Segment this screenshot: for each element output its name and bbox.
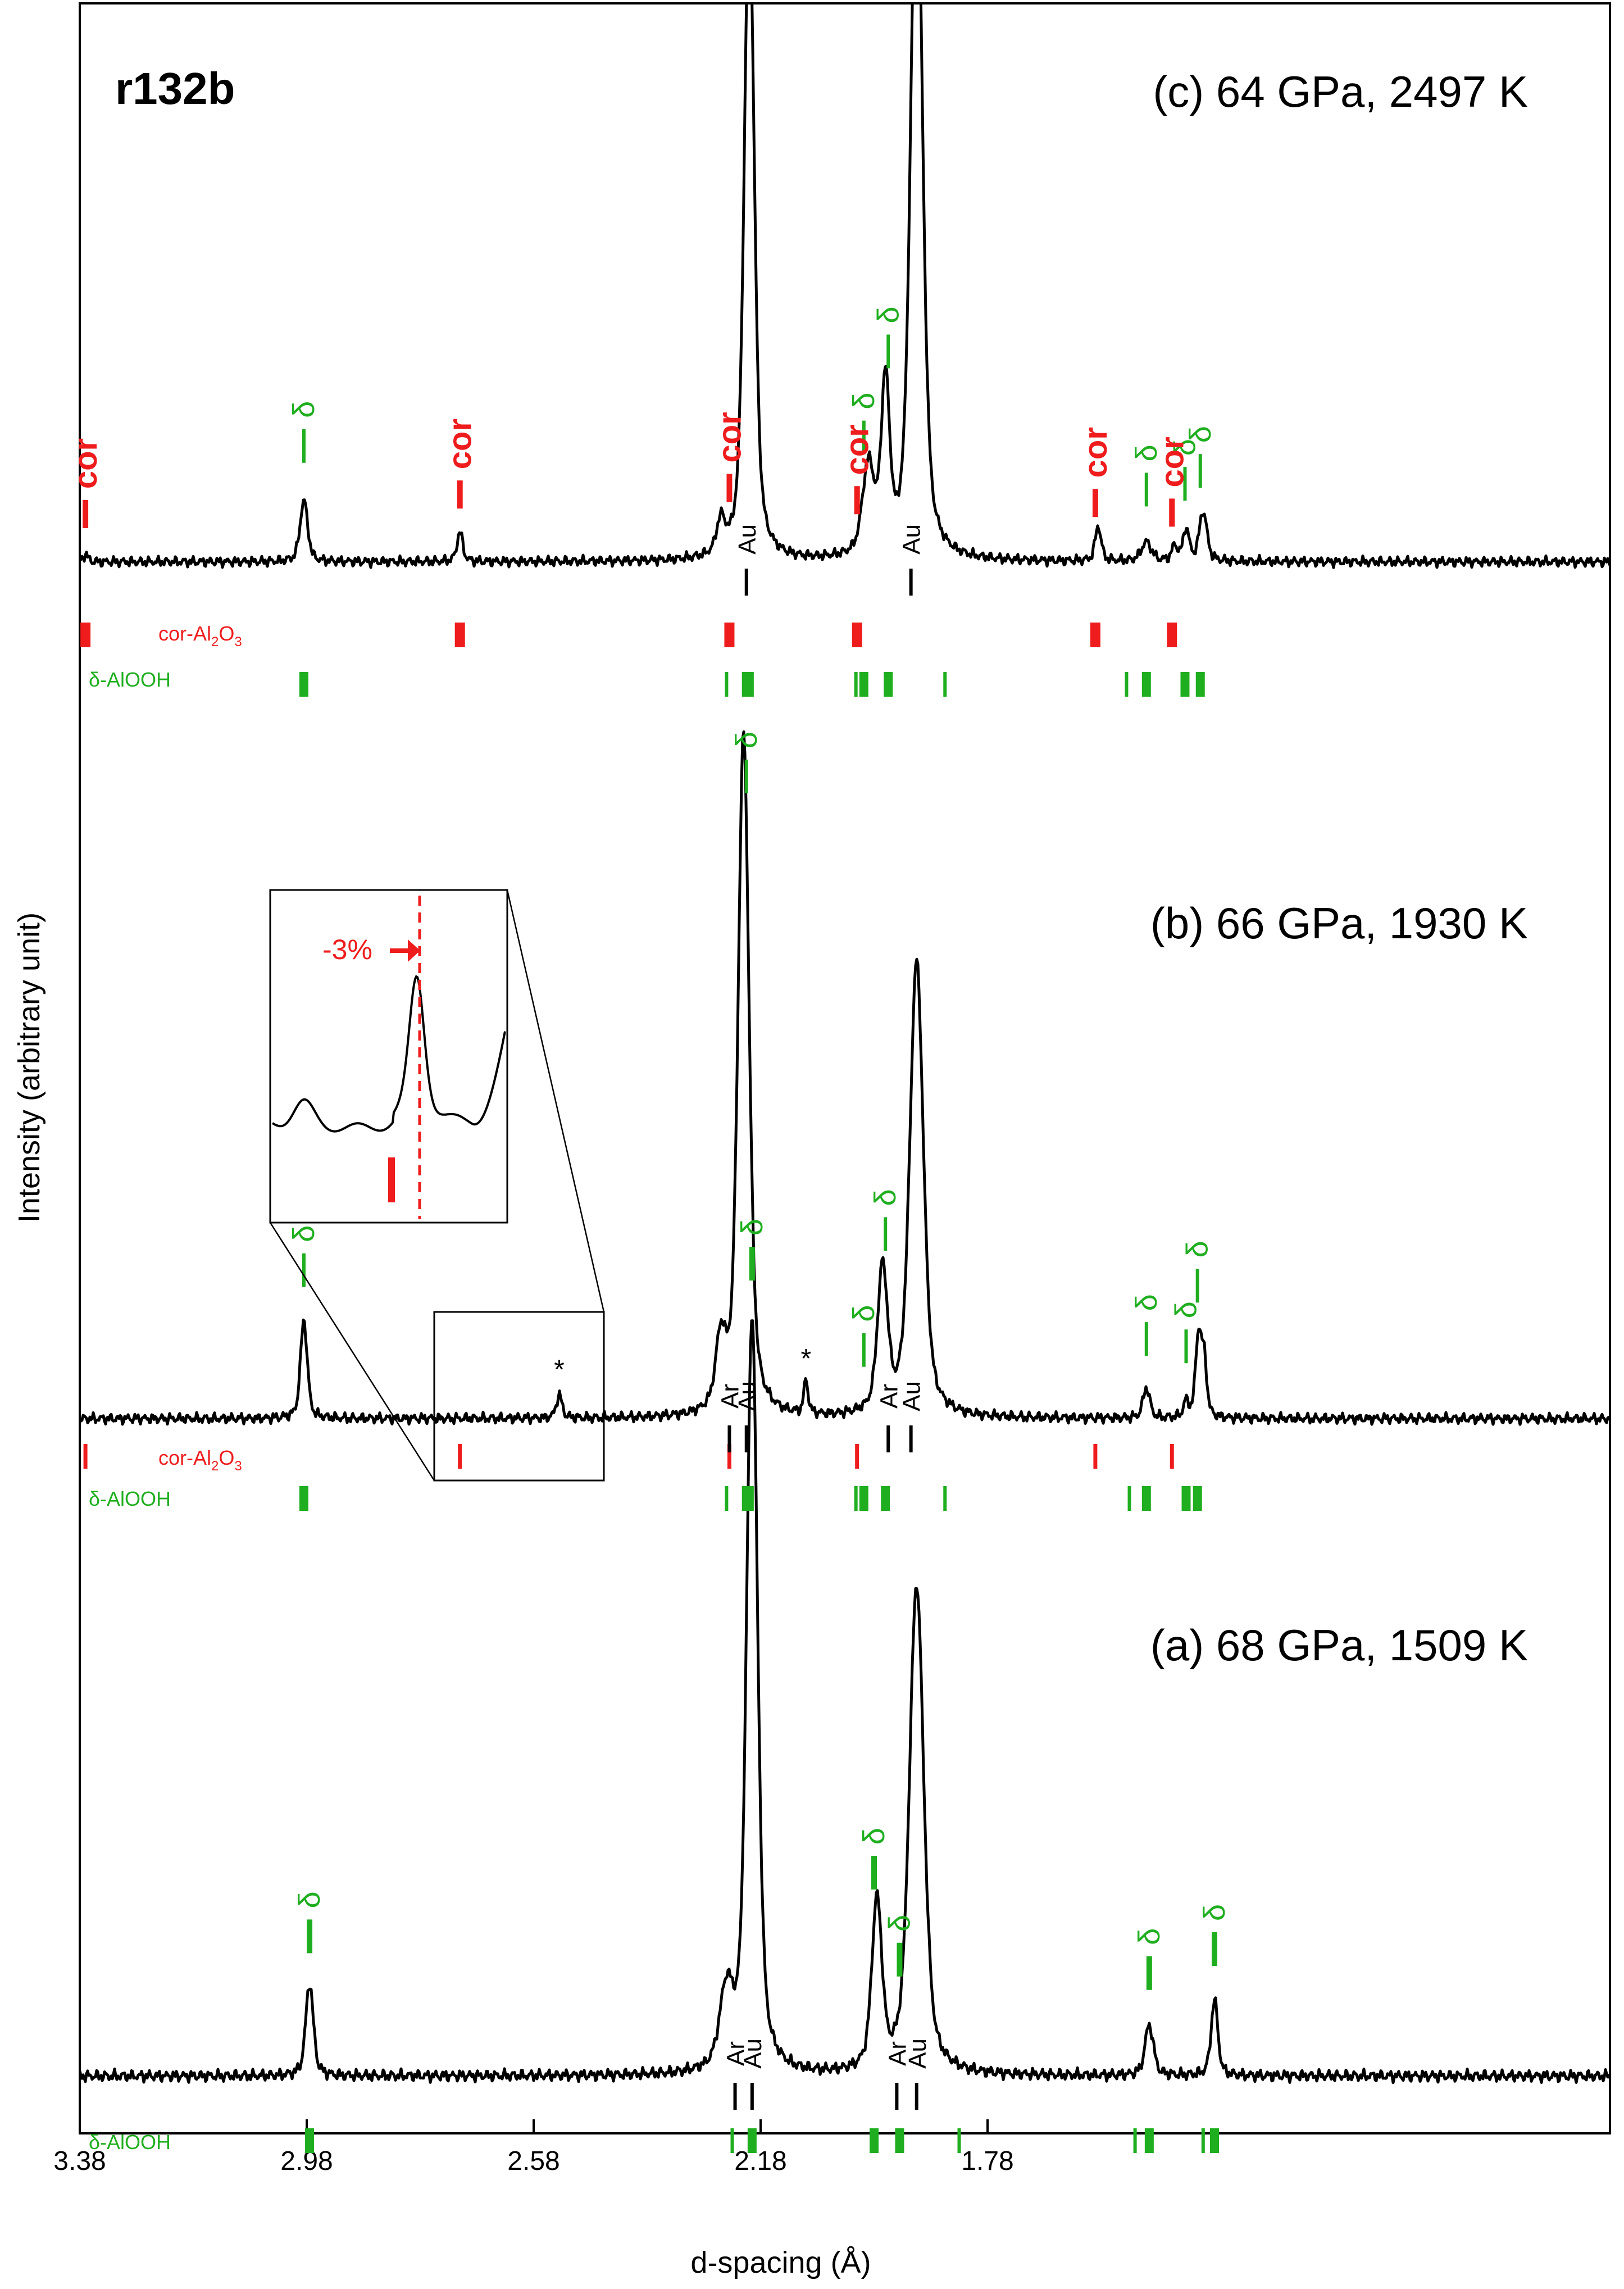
cor-peak-label: cor	[67, 438, 104, 489]
phase-peak-label: Ar	[722, 2041, 750, 2066]
zoom-inset: -3%	[269, 889, 605, 1482]
x-tick-label: 2.18	[734, 2146, 786, 2176]
delta-peak-label: δ	[1130, 1294, 1163, 1311]
phase-peak-label: Ar	[884, 2041, 911, 2066]
delta-peak-label: δ	[847, 393, 881, 410]
inset-trace	[271, 975, 506, 1133]
impurity-star: *	[554, 1355, 565, 1384]
phase-peak-label: Au	[734, 1381, 761, 1411]
delta-peak-label: δ	[730, 732, 763, 748]
inset-connector-bottom	[269, 1222, 435, 1481]
phase-peak-label: Au	[898, 524, 926, 555]
panel-a-label: (a) 68 GPa, 1509 K	[1150, 1620, 1528, 1670]
sample-label: r132b	[115, 63, 235, 113]
x-axis-ticks: 3.38 2.98 2.58 2.18 1.78	[53, 2119, 1014, 2176]
impurity-star: *	[800, 1344, 811, 1374]
phase-peak-label: Au	[904, 2038, 931, 2069]
cor-peak-label: cor	[1154, 437, 1190, 487]
cor-peak-label: cor	[442, 419, 479, 469]
peak-marker-layer: δδδδδδδcorcorcorcorcorcorAuAuδδδδδδδArAu…	[67, 306, 1231, 2110]
inset-shift-arrow-head	[408, 939, 420, 962]
phase-peak-label: Ar	[875, 1384, 903, 1409]
delta-peak-label: δ	[1184, 426, 1217, 443]
delta-legend-c: δ-AlOOH	[89, 668, 171, 691]
delta-peak-label: δ	[287, 401, 321, 418]
delta-legend-b: δ-AlOOH	[89, 1487, 171, 1510]
x-tick-label: 1.78	[961, 2146, 1013, 2176]
trace-c	[80, 3, 1610, 569]
cor-legend-b: cor-Al2O3	[158, 1446, 242, 1474]
delta-peak-label: δ	[882, 1915, 916, 1932]
x-tick-label: 2.58	[507, 2146, 559, 2176]
delta-peak-label: δ	[868, 1189, 902, 1206]
reference-tick-layer	[80, 623, 1219, 2153]
trace-b	[80, 730, 1610, 1426]
delta-peak-label: δ	[1132, 1928, 1166, 1945]
phase-peak-label: Au	[734, 524, 761, 555]
cor-legend-c: cor-Al2O3	[158, 622, 242, 650]
delta-peak-label: δ	[857, 1828, 891, 1845]
phase-peak-label: Au	[898, 1381, 926, 1411]
x-tick-label: 3.38	[53, 2146, 106, 2176]
cor-peak-label: cor	[711, 412, 748, 462]
delta-peak-label: δ	[1170, 1301, 1203, 1318]
delta-peak-label: δ	[847, 1305, 881, 1322]
inset-shift-label: -3%	[322, 934, 372, 965]
trace-a	[80, 1319, 1610, 2084]
delta-peak-label: δ	[735, 1219, 769, 1236]
delta-peak-label: δ	[293, 1891, 326, 1908]
cor-peak-label: cor	[839, 424, 876, 475]
panel-b-label: (b) 66 GPa, 1930 K	[1150, 898, 1528, 948]
delta-peak-label: δ	[1130, 444, 1163, 461]
panel-c-label: (c) 64 GPa, 2497 K	[1153, 67, 1528, 116]
delta-peak-label: δ	[871, 306, 905, 323]
x-axis-label: d-spacing (Å)	[690, 2246, 871, 2279]
inset-source-box	[433, 1311, 605, 1482]
trace-layer	[80, 3, 1610, 2084]
phase-peak-label: Au	[739, 2038, 767, 2069]
phase-peak-label: Ar	[716, 1384, 744, 1409]
y-axis-label: Intensity (arbitrary unit)	[12, 912, 46, 1223]
delta-peak-label: δ	[1168, 439, 1202, 456]
cor-peak-label: cor	[1077, 427, 1114, 478]
delta-peak-label: δ	[287, 1225, 321, 1242]
delta-legend-a: δ-AlOOH	[89, 2131, 171, 2154]
inset-connector-top	[506, 889, 605, 1312]
delta-peak-label: δ	[1181, 1241, 1214, 1257]
delta-peak-label: δ	[1198, 1904, 1231, 1921]
plot-frame	[79, 2, 1611, 2134]
